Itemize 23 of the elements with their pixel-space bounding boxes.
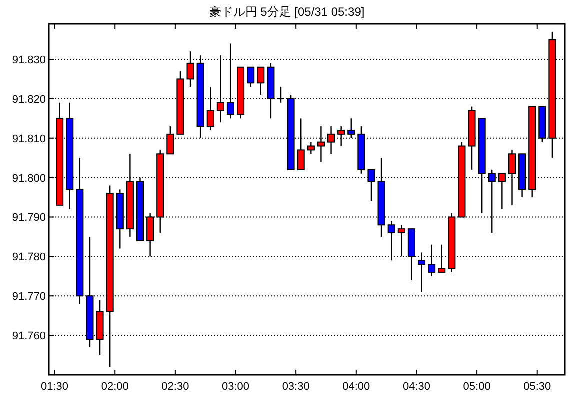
x-tick-label: 03:00 [222,381,250,393]
x-tick-label: 02:30 [162,381,190,393]
x-tick-label: 01:30 [41,381,69,393]
candlestick [247,66,255,88]
x-tick-label: 04:00 [342,381,370,393]
candlestick [257,66,265,96]
candlestick [186,51,194,88]
y-tick-label: 91.760 [12,330,46,343]
x-tick-label: 02:00 [101,381,129,393]
chart-title: 豪ドル円 5分足 [05/31 05:39] [209,5,365,19]
x-tick-label: 04:30 [402,381,430,393]
y-tick-label: 91.800 [12,172,46,185]
x-tick-label: 05:30 [524,381,552,393]
y-tick-label: 91.790 [12,212,46,224]
candlestick [388,220,396,262]
y-tick-label: 91.770 [12,291,46,304]
y-tick-label: 91.810 [12,133,46,146]
x-tick-label: 05:00 [463,381,491,393]
x-tick-label: 03:30 [282,381,310,393]
y-tick-label: 91.830 [12,54,46,66]
y-tick-label: 91.820 [12,94,46,106]
y-tick-label: 91.780 [12,252,46,264]
candlestick [307,142,315,155]
